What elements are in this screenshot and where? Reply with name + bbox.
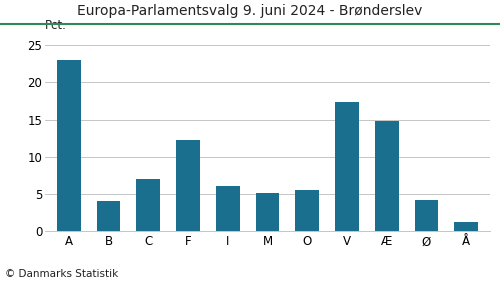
Bar	[454, 222, 478, 231]
Bar	[375, 121, 398, 231]
Bar	[414, 200, 438, 231]
Text: © Danmarks Statistik: © Danmarks Statistik	[5, 269, 118, 279]
Bar	[176, 140, 200, 231]
Bar	[296, 190, 319, 231]
Bar	[335, 102, 359, 231]
Bar	[57, 60, 81, 231]
Text: Europa-Parlamentsvalg 9. juni 2024 - Brønderslev: Europa-Parlamentsvalg 9. juni 2024 - Brø…	[78, 4, 422, 18]
Bar	[256, 193, 280, 231]
Bar	[96, 201, 120, 231]
Bar	[216, 186, 240, 231]
Bar	[136, 179, 160, 231]
Text: Pct.: Pct.	[45, 19, 67, 32]
